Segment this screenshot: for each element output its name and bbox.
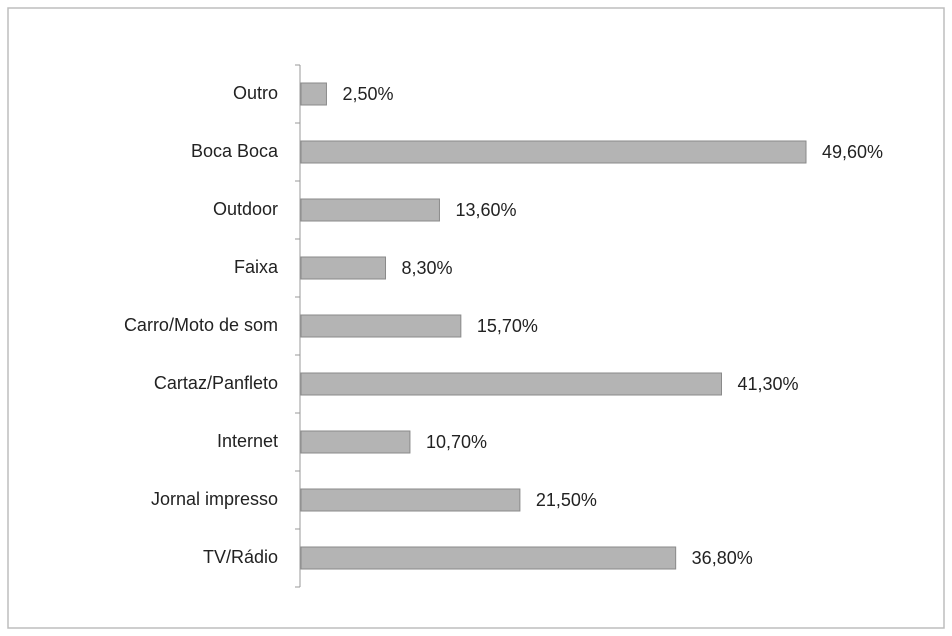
bar: [300, 430, 411, 454]
value-label: 13,60%: [455, 200, 516, 220]
bar: [300, 314, 462, 338]
bar: [300, 372, 722, 396]
value-label: 21,50%: [536, 490, 597, 510]
category-label: Jornal impresso: [151, 489, 278, 509]
bar: [300, 256, 387, 280]
value-label: 15,70%: [477, 316, 538, 336]
value-label: 36,80%: [692, 548, 753, 568]
value-label: 2,50%: [342, 84, 393, 104]
value-label: 10,70%: [426, 432, 487, 452]
bar: [300, 546, 677, 570]
category-label: TV/Rádio: [203, 547, 278, 567]
category-label: Boca Boca: [191, 141, 279, 161]
bar: [300, 140, 807, 164]
category-label: Carro/Moto de som: [124, 315, 278, 335]
bar: [300, 488, 521, 512]
category-label: Outro: [233, 83, 278, 103]
category-label: Cartaz/Panfleto: [154, 373, 278, 393]
bar: [300, 198, 440, 222]
value-label: 8,30%: [402, 258, 453, 278]
category-label: Outdoor: [213, 199, 278, 219]
category-label: Internet: [217, 431, 278, 451]
value-label: 49,60%: [822, 142, 883, 162]
category-label: Faixa: [234, 257, 279, 277]
chart-border: [7, 7, 945, 629]
value-label: 41,30%: [737, 374, 798, 394]
bar: [300, 82, 327, 106]
